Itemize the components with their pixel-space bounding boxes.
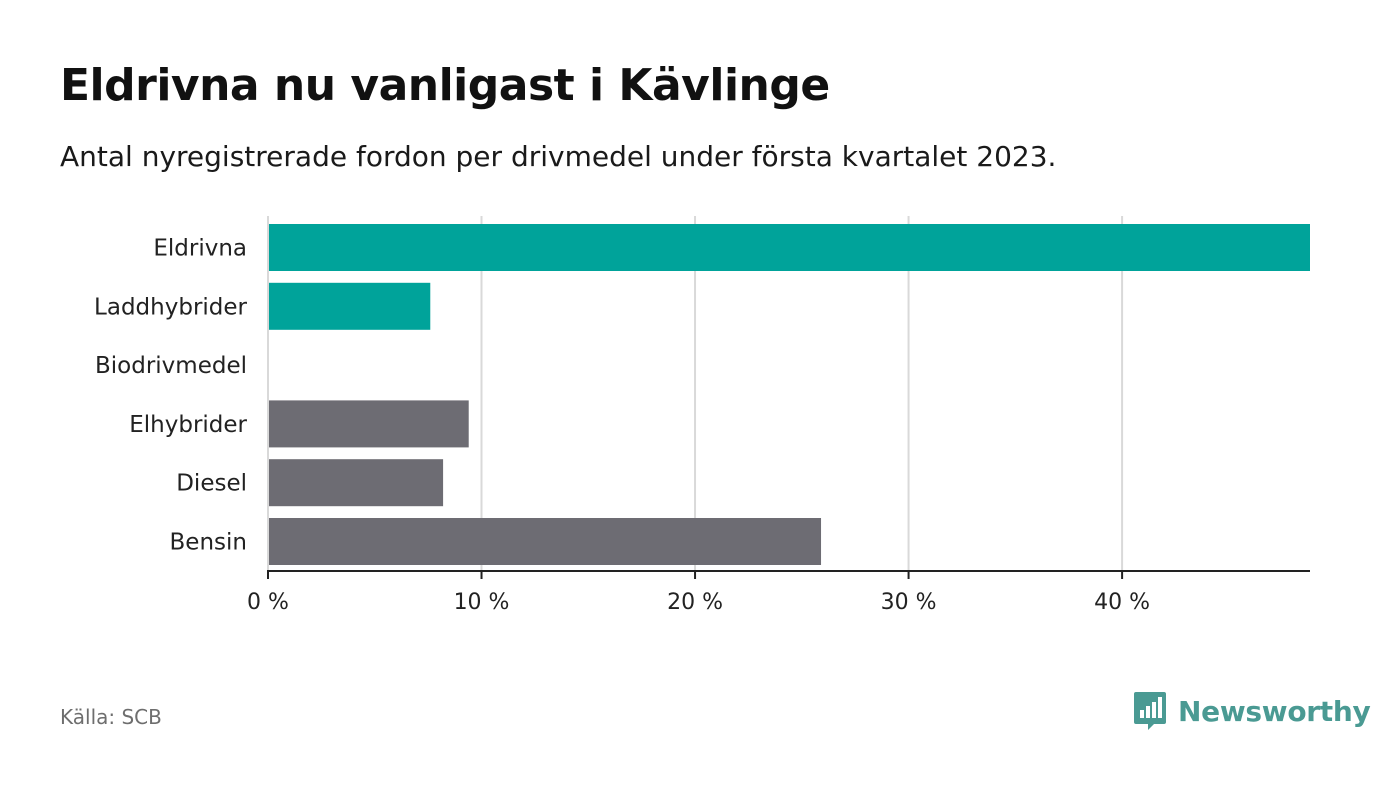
source-note: Källa: SCB: [60, 705, 162, 729]
chart-subtitle: Antal nyregistrerade fordon per drivmede…: [60, 140, 1057, 173]
category-label-bensin: Bensin: [170, 530, 247, 556]
category-label-biodrivmedel: Biodrivmedel: [95, 353, 247, 379]
x-tick-label: 10 %: [454, 590, 510, 615]
x-tick-label: 30 %: [881, 590, 937, 615]
x-tick-label: 0 %: [247, 590, 289, 615]
gridlines: [480, 216, 1124, 571]
bar-bensin: [268, 518, 822, 565]
category-label-diesel: Diesel: [176, 471, 247, 497]
chart-title: Eldrivna nu vanligast i Kävlinge: [60, 60, 830, 111]
category-label-laddhybrider: Laddhybrider: [94, 294, 247, 320]
bar-laddhybrider: [268, 282, 431, 330]
bar-diesel: [268, 459, 444, 507]
x-tick-label: 40 %: [1094, 590, 1150, 615]
brand-name: Newsworthy: [1178, 694, 1371, 728]
bar-elhybrider: [268, 400, 469, 448]
category-labels: Eldrivna Laddhybrider Biodrivmedel Elhybrid…: [94, 236, 247, 556]
category-label-elhybrider: Elhybrider: [129, 412, 247, 438]
category-label-eldrivna: Eldrivna: [153, 236, 247, 262]
newsworthy-logo: Newsworthy: [1132, 690, 1371, 732]
x-axis: 0 % 10 % 20 % 30 % 40 %: [247, 216, 1310, 615]
x-tick-label: 20 %: [667, 590, 723, 615]
bars: [268, 224, 1310, 565]
bar-eldrivna: [268, 224, 1310, 271]
chart-bubble-icon: [1134, 692, 1166, 730]
